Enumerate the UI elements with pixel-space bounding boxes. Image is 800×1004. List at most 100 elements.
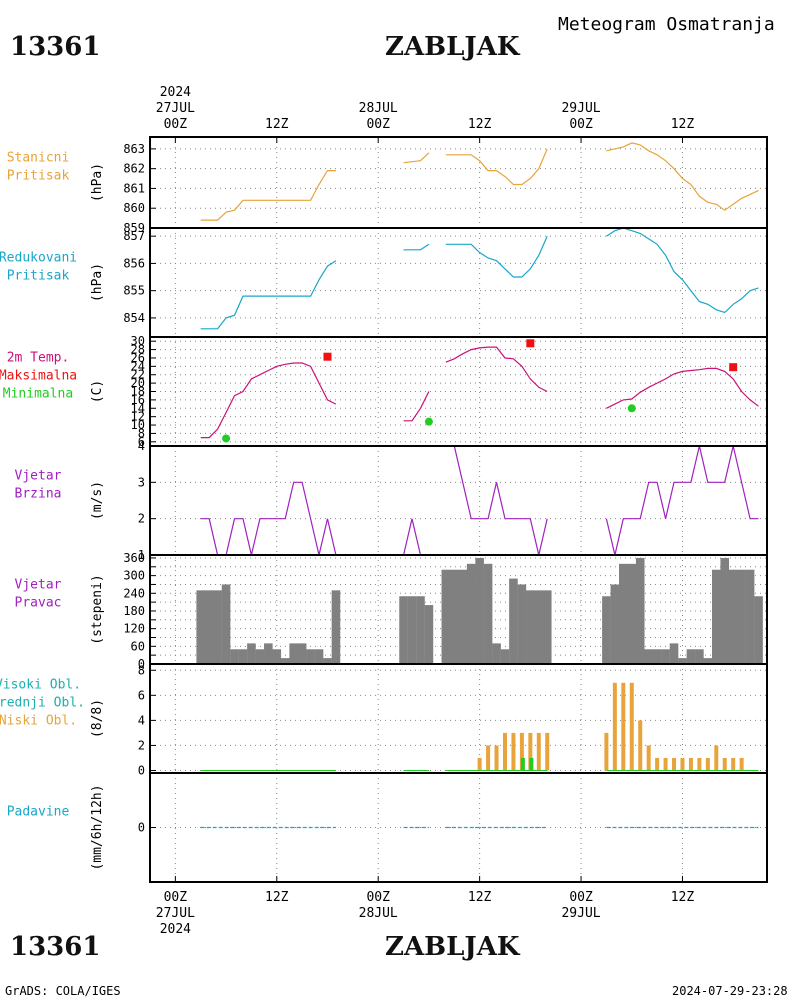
wind-direction-bar <box>711 569 721 664</box>
wind-speed-ytick-label: 4 <box>138 439 145 453</box>
clouds-ytick-label: 8 <box>138 663 145 677</box>
wind-direction-bar <box>745 569 755 664</box>
clouds-bar <box>731 757 736 771</box>
wind-direction-ytick-label: 60 <box>131 639 145 653</box>
wind-direction-bar <box>407 596 417 664</box>
wind-direction-bar <box>526 590 535 664</box>
temperature-ytick-label: 30 <box>131 334 145 348</box>
wind-direction-bar <box>196 590 206 664</box>
wind-direction-bar <box>635 557 645 664</box>
clouds-bar <box>486 745 491 771</box>
wind-direction-bar <box>686 649 696 664</box>
temperature-ytick-label: 28 <box>131 343 145 357</box>
wind-direction-bar <box>678 658 687 664</box>
reduced-pressure-label: Redukovani <box>0 251 77 266</box>
wind-direction-bar <box>416 596 425 664</box>
clouds-ytick-label: 0 <box>138 763 145 777</box>
station-pressure-series-0 <box>200 170 336 221</box>
clouds-bar <box>612 682 617 771</box>
wind-direction-bar <box>399 596 408 664</box>
wind-direction-bar <box>720 557 730 664</box>
temperature-ytick-label: 14 <box>131 401 145 415</box>
clouds-bar <box>655 757 660 771</box>
temperature-series-0 <box>200 362 337 439</box>
time-label-bottom: 00Z <box>366 890 390 905</box>
reduced-pressure-ytick-label: 854 <box>123 311 145 325</box>
clouds-ytick-label: 6 <box>138 688 145 702</box>
time-label-bottom: 28JUL <box>359 906 398 921</box>
wind-speed-panel: 1 2 3 4 Vjetar Brzina (m/s) <box>15 439 768 562</box>
wind-direction-bar <box>221 584 231 664</box>
wind-speed-ytick-label: 1 <box>138 548 145 562</box>
wind-direction-bar <box>230 649 239 664</box>
station-id-top: 13361 <box>10 32 100 62</box>
precipitation-frame <box>149 772 768 883</box>
time-label-top: 12Z <box>671 117 695 132</box>
station-pressure-label: Stanicni <box>7 151 70 166</box>
clouds-panel: 0 2 4 6 8 Visoki Obl. Srednji Obl. Niski Obl. (8… <box>0 663 768 777</box>
time-label-top: 27JUL <box>156 101 195 116</box>
reduced-pressure-ytick-label: 855 <box>123 284 145 298</box>
wind-direction-bar <box>264 643 273 664</box>
time-label-top: 00Z <box>366 117 390 132</box>
wind-direction-bar <box>619 563 628 664</box>
station-id-bottom: 13361 <box>10 932 100 962</box>
clouds-ytick-label: 2 <box>138 738 145 752</box>
wind-direction-bar <box>204 590 214 664</box>
wind-direction-bar <box>323 658 332 664</box>
temperature-ytick-label: 20 <box>131 376 145 390</box>
wind-direction-bar <box>213 590 222 664</box>
time-label-top: 29JUL <box>561 101 600 116</box>
wind-direction-bar <box>669 643 679 664</box>
time-label-top: 28JUL <box>359 101 398 116</box>
temperature-unit: (C) <box>90 380 105 403</box>
temperature-series-3 <box>606 367 759 409</box>
temperature-ytick-label: 26 <box>131 351 145 365</box>
temperature-ytick-label: 24 <box>131 359 145 373</box>
clouds-label: Niski Obl. <box>0 714 77 729</box>
wind-direction-bar <box>297 643 307 664</box>
time-label-top: 00Z <box>569 117 593 132</box>
clouds-bar <box>511 732 516 771</box>
station-pressure-ytick-label: 861 <box>123 181 145 195</box>
precipitation-ytick-label: 0 <box>138 821 145 835</box>
reduced-pressure-series-1 <box>403 243 430 251</box>
clouds-bar <box>739 757 744 771</box>
timestamp: 2024-07-29-23:28 <box>672 984 788 998</box>
reduced-pressure-ytick-label: 856 <box>123 256 145 270</box>
wind-direction-bar <box>238 649 248 664</box>
clouds-bar <box>621 682 626 771</box>
station-pressure-label: Pritisak <box>7 169 70 184</box>
reduced-pressure-series-3 <box>606 227 759 314</box>
min-temp-marker <box>222 434 231 443</box>
station-pressure-ytick-label: 863 <box>123 142 145 156</box>
max-temp-marker <box>323 352 332 361</box>
clouds-bar <box>519 732 524 771</box>
clouds-unit: (8/8) <box>90 699 105 738</box>
wind-direction-bar <box>509 578 518 664</box>
time-label-bottom: 00Z <box>569 890 593 905</box>
wind-direction-ytick-label: 240 <box>123 586 145 600</box>
wind-direction-bar <box>534 590 544 664</box>
reduced-pressure-series-0 <box>200 260 337 330</box>
precipitation-label: Padavine <box>7 805 70 820</box>
wind-direction-bar <box>703 658 713 664</box>
clouds-bar <box>705 757 710 771</box>
temperature-ytick-label: 12 <box>131 410 145 424</box>
wind-direction-bar <box>331 590 341 664</box>
wind-direction-bar <box>458 569 468 664</box>
wind-direction-ytick-label: 300 <box>123 569 145 583</box>
temperature-label: 2m Temp. <box>7 351 70 366</box>
reduced-pressure-unit: (hPa) <box>90 263 105 302</box>
time-label-bottom: 2024 <box>160 922 191 937</box>
wind-direction-bar <box>661 649 670 664</box>
station-pressure-ytick-label: 859 <box>123 221 145 235</box>
temperature-ytick-label: 16 <box>131 393 145 407</box>
clouds-bar <box>697 757 702 771</box>
time-label-bottom: 00Z <box>164 890 188 905</box>
time-label-bottom: 12Z <box>265 890 289 905</box>
temperature-series-2 <box>445 346 548 393</box>
